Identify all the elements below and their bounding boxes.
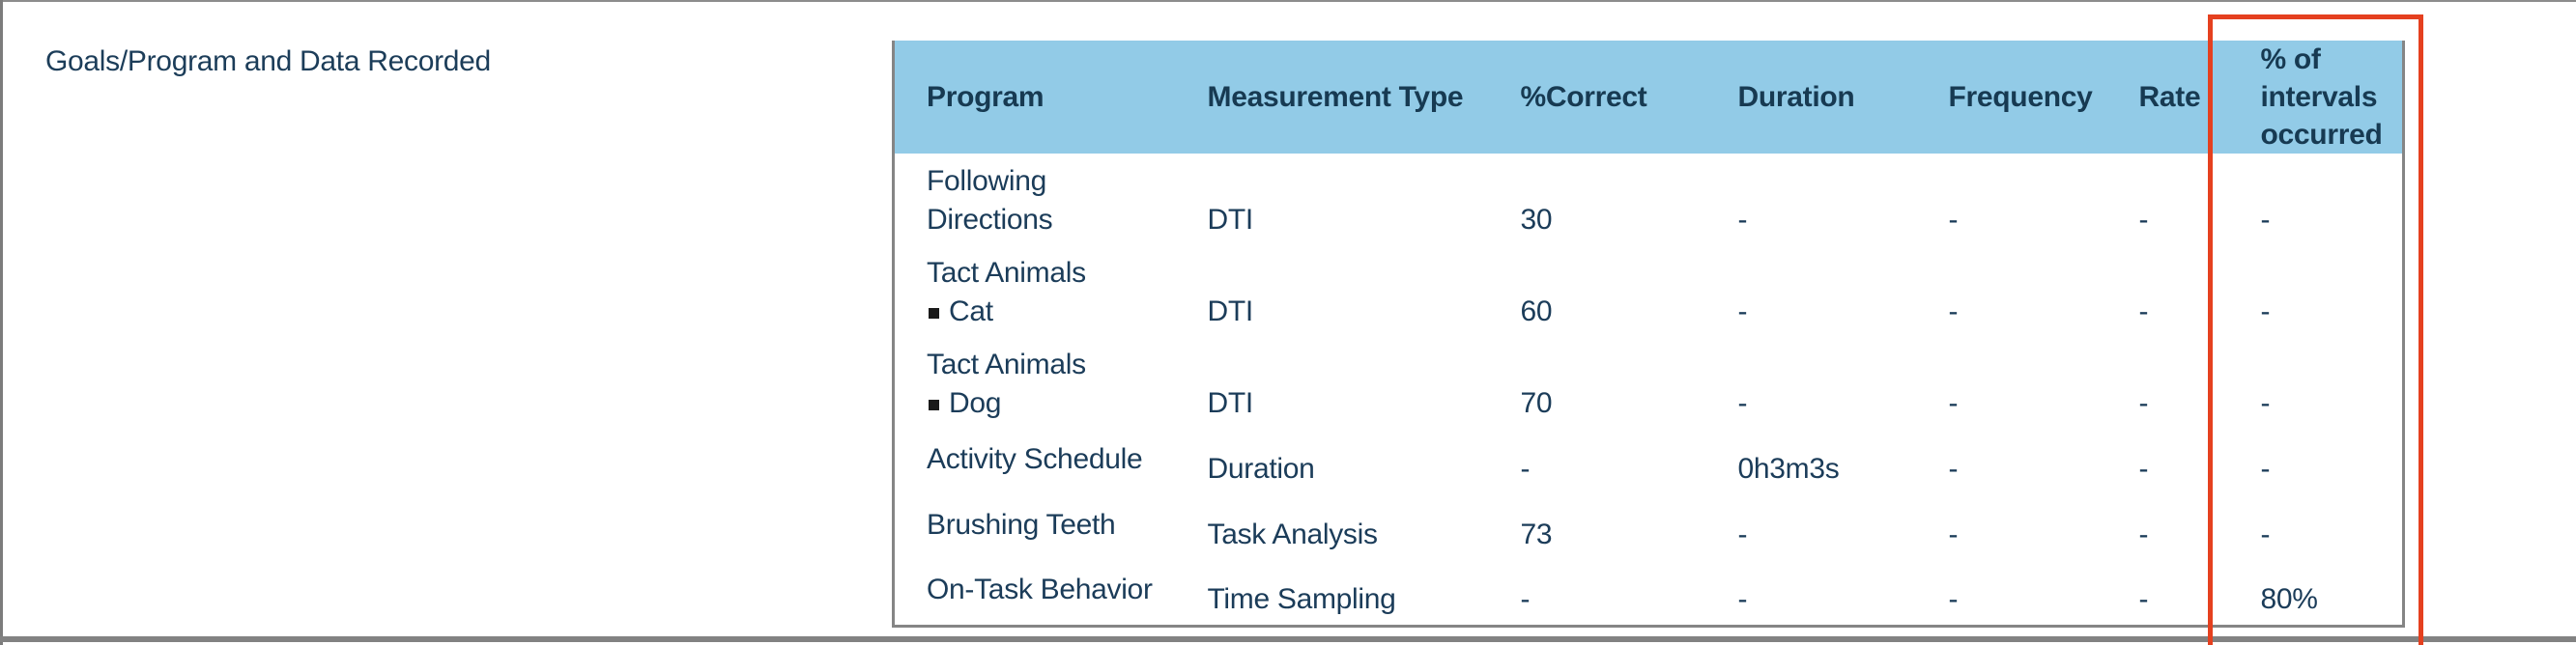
cell-measurement_type: DTI	[1207, 387, 1254, 419]
square-bullet-icon	[929, 308, 939, 319]
cell-frequency: -	[1948, 582, 1959, 615]
program-name-line: Tact Animals	[927, 257, 1086, 289]
cell-duration: -	[1737, 519, 1748, 550]
cell-measurement_type: Duration	[1207, 453, 1315, 485]
table-header: Program Measurement Type %Correct Duration F…	[893, 41, 2404, 154]
cell-duration: 0h3m3s	[1737, 453, 1840, 485]
cell-program: Tact Animals Cat	[894, 245, 1176, 337]
page-border-left	[0, 0, 3, 645]
cell-duration: -	[1737, 582, 1748, 615]
cell-percent_intervals: -	[2260, 295, 2271, 327]
goals-data-table: Program Measurement Type %Correct Duration F…	[892, 41, 2405, 628]
cell-measurement_type: Task Analysis	[1207, 519, 1378, 550]
column-header-program: Program	[893, 41, 1176, 154]
column-header-percent_correct: %Correct	[1488, 41, 1706, 154]
cell-program: Tact Animals Dog	[894, 337, 1176, 429]
table-row: On-Task Behavior Time Sampling - - - - 80%	[894, 560, 2404, 626]
program-name-line: Following	[927, 165, 1047, 197]
program-name-line: On-Task Behavior	[927, 573, 1153, 605]
table-row: Activity Schedule Duration - 0h3m3s - - -	[894, 429, 2404, 494]
section-title: Goals/Program and Data Recorded	[45, 45, 491, 77]
cell-percent_correct: 30	[1520, 204, 1553, 236]
cell-percent_intervals: -	[2260, 387, 2271, 419]
cell-duration: -	[1737, 204, 1748, 236]
cell-frequency: -	[1948, 519, 1959, 550]
cell-percent_intervals: -	[2260, 519, 2271, 550]
cell-percent_intervals: 80%	[2260, 582, 2318, 615]
cell-percent_correct: -	[1520, 582, 1531, 615]
cell-percent_correct: 60	[1520, 295, 1553, 327]
cell-program: Following Directions	[894, 154, 1176, 245]
cell-rate: -	[2138, 387, 2149, 419]
cell-program: On-Task Behavior	[894, 560, 1176, 626]
cell-percent_correct: 70	[1520, 387, 1553, 419]
page-border-bottom	[0, 636, 2576, 642]
program-name-line: Tact Animals	[927, 349, 1086, 380]
program-name-line: Brushing Teeth	[927, 509, 1116, 541]
cell-program: Brushing Teeth	[894, 494, 1176, 560]
cell-percent_correct: -	[1520, 453, 1531, 485]
table-row: Following Directions DTI 30 - - - -	[894, 154, 2404, 245]
cell-percent_intervals: -	[2260, 204, 2271, 236]
program-name-line: Cat	[949, 295, 993, 327]
cell-percent_correct: 73	[1520, 519, 1553, 550]
cell-percent_intervals: -	[2260, 453, 2271, 485]
table-row: Tact Animals Cat DTI 60 - - - -	[894, 245, 2404, 337]
table-row: Brushing Teeth Task Analysis 73 - - - -	[894, 494, 2404, 560]
cell-duration: -	[1737, 387, 1748, 419]
column-header-percent_intervals: % of intervals occurred	[2228, 41, 2404, 154]
cell-frequency: -	[1948, 387, 1959, 419]
cell-measurement_type: DTI	[1207, 295, 1254, 327]
program-name-line: Activity Schedule	[927, 443, 1143, 475]
cell-rate: -	[2138, 582, 2149, 615]
program-name-line: Dog	[949, 387, 1002, 419]
cell-frequency: -	[1948, 295, 1959, 327]
page-border-top	[0, 0, 2576, 2]
cell-rate: -	[2138, 295, 2149, 327]
cell-duration: -	[1737, 295, 1748, 327]
cell-rate: -	[2138, 204, 2149, 236]
cell-frequency: -	[1948, 453, 1959, 485]
column-header-duration: Duration	[1705, 41, 1917, 154]
cell-measurement_type: Time Sampling	[1207, 582, 1396, 615]
column-header-frequency: Frequency	[1916, 41, 2107, 154]
square-bullet-icon	[929, 400, 939, 410]
column-header-rate: Rate	[2106, 41, 2229, 154]
table-row: Tact Animals Dog DTI 70 - - - -	[894, 337, 2404, 429]
cell-measurement_type: DTI	[1207, 204, 1254, 236]
cell-rate: -	[2138, 453, 2149, 485]
cell-program: Activity Schedule	[894, 429, 1176, 494]
program-name-line: Directions	[927, 204, 1053, 236]
column-header-measurement_type: Measurement Type	[1175, 41, 1489, 154]
cell-rate: -	[2138, 519, 2149, 550]
cell-frequency: -	[1948, 204, 1959, 236]
